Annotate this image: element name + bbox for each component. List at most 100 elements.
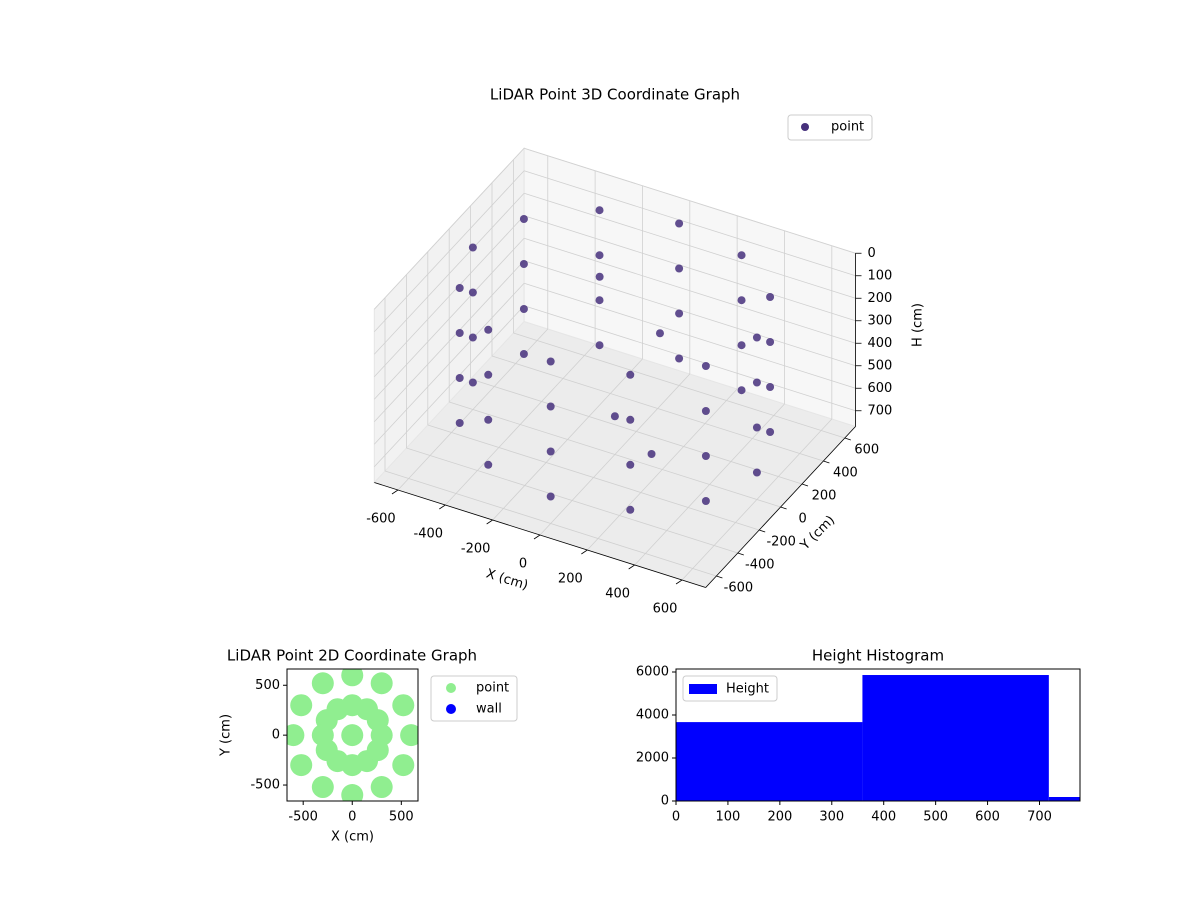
legend-box: [787, 114, 873, 141]
y-tick-label: 0: [272, 728, 280, 743]
chart-title: Height Histogram: [812, 647, 944, 665]
y-tick-label: 0: [661, 794, 669, 809]
axes-frame: [675, 668, 1081, 802]
grid-line: [523, 192, 856, 299]
tick-mark: [486, 519, 493, 525]
point: [595, 296, 604, 305]
point: [752, 378, 761, 387]
point: [737, 386, 746, 395]
y-tick-label: -500: [250, 778, 280, 793]
point: [341, 784, 364, 801]
x-tick-label: 700: [1027, 810, 1052, 825]
point: [675, 309, 684, 318]
grid-line: [427, 424, 760, 531]
grid-line: [406, 447, 738, 554]
tick-mark: [823, 460, 830, 464]
point: [626, 415, 635, 424]
legend-box: [430, 675, 518, 722]
grid-line: [523, 215, 856, 322]
grid-line: [374, 170, 525, 333]
tick-mark: [801, 483, 809, 487]
point: [595, 206, 604, 215]
x-tick-label: -400: [414, 527, 444, 542]
point: [468, 378, 477, 387]
tick-mark: [780, 506, 787, 510]
grid-line: [523, 260, 856, 367]
tick-mark: [737, 552, 744, 556]
y-tick-label: 2000: [636, 751, 669, 766]
y-tick-label: 200: [812, 489, 837, 504]
legend-label: Height: [726, 682, 769, 697]
point: [519, 350, 528, 358]
z-tick-label: 700: [868, 403, 893, 418]
grid-line: [374, 215, 525, 378]
point: [752, 423, 761, 432]
point: [311, 776, 334, 799]
point: [595, 272, 604, 281]
x-tick-label: 600: [653, 602, 678, 617]
point: [484, 325, 493, 334]
point: [484, 460, 493, 469]
y-tick-label: -600: [724, 581, 754, 596]
chart-title: LiDAR Point 2D Coordinate Graph: [227, 647, 477, 665]
point: [392, 694, 415, 717]
point: [546, 447, 555, 456]
point: [366, 739, 389, 762]
grid-line: [523, 305, 856, 412]
z-tick-label: 300: [868, 313, 893, 328]
y-tick-label: -400: [745, 558, 775, 573]
point: [626, 505, 635, 514]
grid-line: [523, 170, 856, 277]
tick-mark: [581, 549, 588, 555]
tick-mark: [391, 489, 399, 495]
grid-line: [523, 147, 856, 254]
point: [701, 452, 710, 460]
point: [392, 754, 415, 777]
point: [546, 492, 555, 501]
point: [455, 374, 464, 382]
legend-box: [682, 675, 778, 702]
point: [737, 296, 746, 305]
point: [455, 329, 464, 337]
legend-label: wall: [476, 702, 502, 717]
x-tick-label: 500: [923, 810, 948, 825]
x-tick-label: 400: [605, 587, 630, 602]
point: [468, 333, 477, 342]
y-tick-label: -200: [766, 535, 796, 550]
point: [675, 354, 684, 363]
x-tick-label: 0: [672, 810, 680, 825]
y-tick-label: 400: [833, 466, 858, 481]
grid-line: [449, 401, 781, 508]
grid-line: [491, 355, 824, 462]
point: [455, 419, 464, 427]
y-tick-label: 6000: [636, 665, 669, 680]
bar: [1048, 797, 1080, 801]
z-tick-label: 200: [868, 291, 893, 306]
point: [766, 293, 775, 301]
y-axis-label: Y (cm): [219, 714, 234, 757]
point: [766, 338, 775, 346]
y-tick-label: 0: [798, 512, 806, 527]
point: [546, 357, 555, 366]
tick-mark: [716, 575, 723, 579]
point: [626, 460, 635, 469]
grid-line: [374, 305, 525, 468]
z-tick-label: 400: [868, 336, 893, 351]
z-tick-label: 100: [868, 268, 893, 283]
x-tick-label: 400: [871, 810, 896, 825]
z-tick-label: 0: [868, 246, 876, 261]
point: [752, 468, 761, 477]
legend-marker: [801, 123, 809, 131]
z-tick-label: 500: [868, 358, 893, 373]
point: [370, 672, 393, 695]
point: [484, 370, 493, 379]
point: [701, 497, 710, 505]
point: [737, 341, 746, 350]
points: [287, 669, 418, 801]
grid-line: [470, 378, 803, 485]
point: [675, 219, 684, 228]
x-axis-label: X (cm): [331, 830, 374, 845]
x-tick-label: -600: [366, 512, 396, 527]
point: [519, 215, 528, 223]
point: [341, 669, 364, 687]
